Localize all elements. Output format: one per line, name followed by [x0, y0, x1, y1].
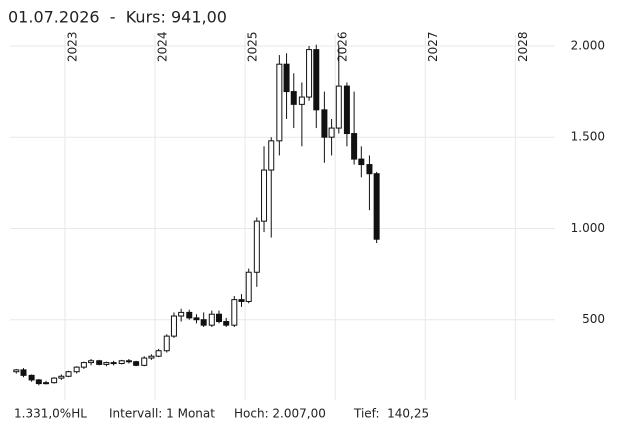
footer-hl: 1.331,0%HL [14, 407, 87, 421]
candle-body [276, 63, 283, 142]
candle-body [20, 369, 27, 376]
candle-body [133, 361, 140, 366]
x-tick-label: 2024 [156, 31, 170, 62]
candle-body [358, 158, 365, 166]
candle-body [231, 299, 238, 326]
candle-body [28, 374, 35, 381]
y-tick-label: 1.500 [571, 130, 605, 144]
candle-body [366, 164, 373, 175]
candle-body [13, 369, 20, 373]
candle-body [58, 375, 65, 379]
x-tick-label: 2025 [246, 31, 260, 62]
candle-body [283, 63, 290, 93]
candle-body [125, 360, 132, 363]
candle-body [110, 362, 117, 365]
candle-body [328, 127, 335, 138]
candle-body [261, 169, 268, 222]
footer-high: Hoch: 2.007,00 [234, 407, 326, 421]
x-tick-label: 2026 [336, 31, 350, 62]
candle-body [321, 109, 328, 138]
x-tick-label: 2027 [426, 31, 440, 62]
candle-body [245, 271, 252, 302]
candle-body [155, 350, 162, 357]
candle-body [208, 313, 215, 326]
candle-body [335, 85, 342, 129]
footer-interval: Intervall: 1 Monat [109, 407, 215, 421]
candle-body [118, 360, 125, 365]
candle-body [215, 313, 222, 323]
candle-body [298, 96, 305, 105]
candle-body [313, 49, 320, 111]
candle-body [223, 321, 230, 326]
candle-body [268, 140, 275, 171]
candle-body [170, 315, 177, 337]
footer-low: Tief: 140,25 [353, 407, 429, 421]
candle-body [148, 355, 155, 359]
candle-body [163, 335, 170, 352]
candle-body [103, 362, 110, 365]
candle-body [306, 49, 313, 98]
candle-body [141, 357, 148, 366]
candle-body [65, 371, 72, 377]
x-tick-label: 2023 [65, 31, 79, 62]
y-tick-label: 1.000 [571, 221, 605, 235]
candle-body [373, 173, 380, 240]
chart-title: 01.07.2026 - Kurs: 941,00 [8, 8, 227, 27]
candle-body [43, 382, 50, 385]
candle-body [51, 377, 58, 384]
candle-body [80, 362, 87, 368]
candle-body [88, 360, 95, 364]
candle-body [193, 317, 200, 321]
candle-body [200, 319, 207, 326]
candle-body [343, 85, 350, 135]
candle-body [238, 299, 245, 302]
y-tick-label: 2.000 [571, 38, 605, 52]
candle-body [253, 220, 260, 273]
candle-body [73, 366, 80, 373]
candle-body [290, 91, 297, 105]
x-tick-label: 2028 [516, 31, 530, 62]
candle-body [351, 133, 358, 160]
candle-body [35, 379, 42, 385]
candle-body [186, 311, 193, 319]
y-tick-label: 500 [582, 312, 605, 326]
candle-body [178, 311, 185, 317]
candle-body [96, 360, 103, 365]
